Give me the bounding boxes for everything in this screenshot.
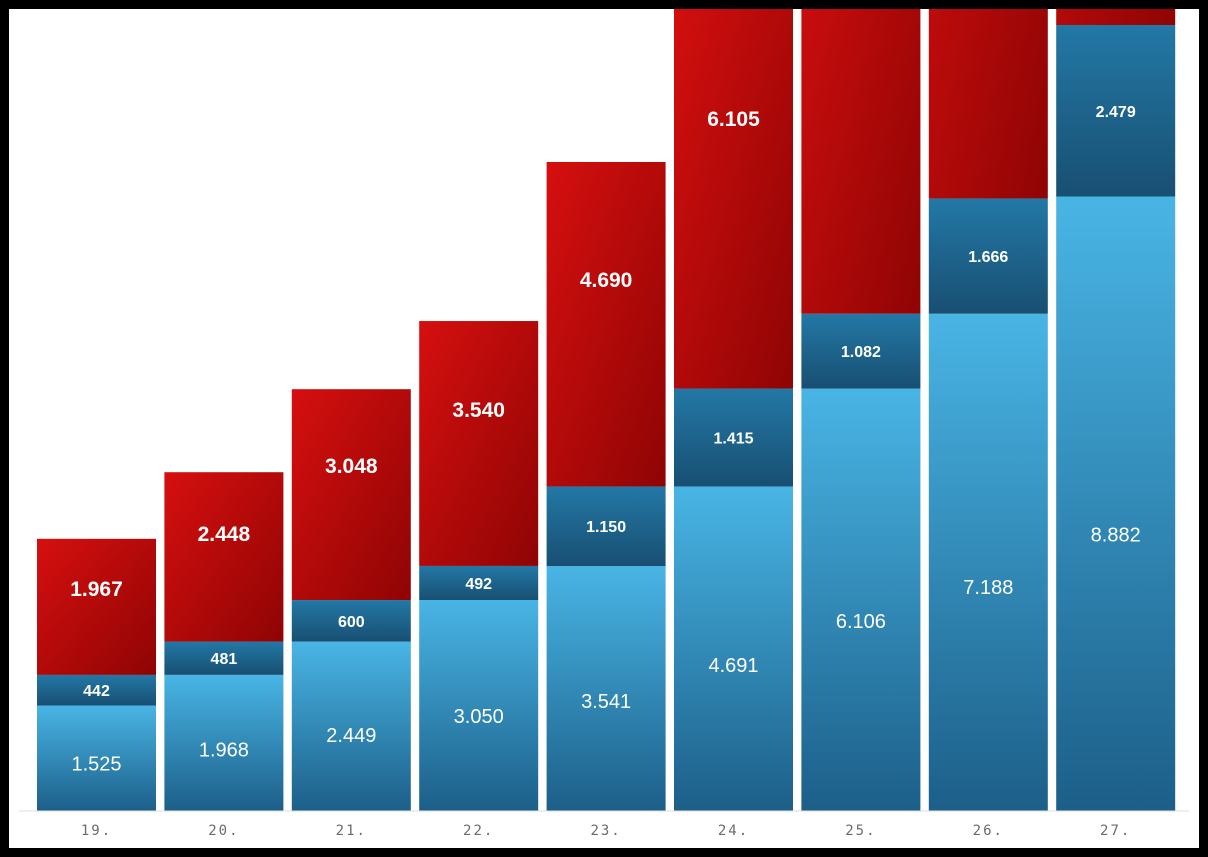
- bar-segment-middle: [164, 641, 284, 675]
- bar-segment-middle: [674, 388, 793, 487]
- data-label: 3.540: [452, 399, 505, 422]
- x-tick-label: 27.: [1100, 823, 1131, 839]
- bar-segment-top: [546, 161, 666, 487]
- bar-segment-middle: [291, 600, 411, 642]
- bar-segment-middle: [37, 674, 156, 706]
- data-label: 1.082: [841, 344, 881, 361]
- x-tick-label: 23.: [590, 823, 621, 839]
- bar-segment-top: [164, 472, 284, 642]
- bar-segment-base: [37, 705, 156, 811]
- x-tick-label: 21.: [336, 823, 367, 839]
- x-tick-label: 24.: [718, 823, 749, 839]
- bar-group: 2.449 600 3.048: [291, 389, 411, 811]
- data-label: 492: [465, 576, 492, 593]
- bar-segment-middle: [546, 486, 666, 567]
- bar-segment-base: [419, 599, 539, 811]
- data-label: 481: [211, 651, 238, 668]
- bar-segment-base: [674, 486, 793, 811]
- data-label: 1.967: [70, 578, 123, 601]
- data-label: 2.448: [198, 523, 251, 546]
- data-label: 600: [338, 614, 365, 631]
- bar-segment-top: [801, 9, 921, 314]
- bar-segment-base: [928, 313, 1048, 811]
- data-label: 4.691: [708, 655, 758, 677]
- data-label: 3.541: [581, 691, 631, 713]
- bar-segment-base: [164, 674, 284, 811]
- x-tick-label: 19.: [81, 823, 112, 839]
- x-tick-label: 20.: [208, 823, 239, 839]
- bar-segment-top: [674, 9, 793, 389]
- data-label: 1.525: [71, 754, 121, 776]
- data-label: 2.449: [326, 725, 376, 747]
- bar-segment-base: [801, 388, 921, 811]
- data-label: 1.666: [968, 249, 1008, 266]
- bar-group: 3.541 1.150 4.690: [546, 161, 666, 811]
- data-label: 7.188: [963, 577, 1013, 599]
- x-tick-label: 26.: [973, 823, 1004, 839]
- bar-segment-top: [1056, 9, 1176, 25]
- bar-segment-top: [419, 321, 539, 566]
- data-label: 1.150: [586, 519, 626, 536]
- data-label: 3.048: [325, 455, 378, 478]
- bar-segment-middle: [419, 565, 539, 600]
- bar-segment-middle: [801, 313, 921, 389]
- bar-segment-middle: [1056, 25, 1176, 197]
- data-label: 4.690: [580, 269, 633, 292]
- bar-segment-base: [546, 566, 666, 811]
- data-label: 2.479: [1096, 104, 1136, 121]
- x-tick-label: 25.: [845, 823, 876, 839]
- bar-segment-top: [928, 9, 1048, 199]
- bar-segment-top: [37, 538, 156, 675]
- bar-group: 1.968 481 2.448: [164, 472, 284, 811]
- data-label: 1.415: [713, 431, 753, 448]
- bar-segment-base: [291, 641, 411, 811]
- data-label: 1.968: [199, 740, 249, 762]
- stacked-bar-chart: 1.525 442 1.967 1.968 481 2.448 2.449 600 3.048 3…: [19, 9, 1189, 839]
- bar-segment-base: [1056, 196, 1176, 811]
- data-label: 6.106: [836, 611, 886, 633]
- bar-group: 4.691 1.415 6.105: [674, 9, 793, 811]
- bar-group: 1.525 442 1.967: [37, 538, 156, 811]
- x-tick-label: 22.: [463, 823, 494, 839]
- bar-segment-top: [291, 389, 411, 601]
- data-label: 442: [83, 683, 110, 700]
- bar-group: 3.050 492 3.540: [419, 321, 539, 811]
- data-label: 8.882: [1091, 524, 1141, 546]
- bar-segment-middle: [928, 198, 1048, 314]
- data-label: 3.050: [454, 706, 504, 728]
- data-label: 6.105: [707, 108, 760, 131]
